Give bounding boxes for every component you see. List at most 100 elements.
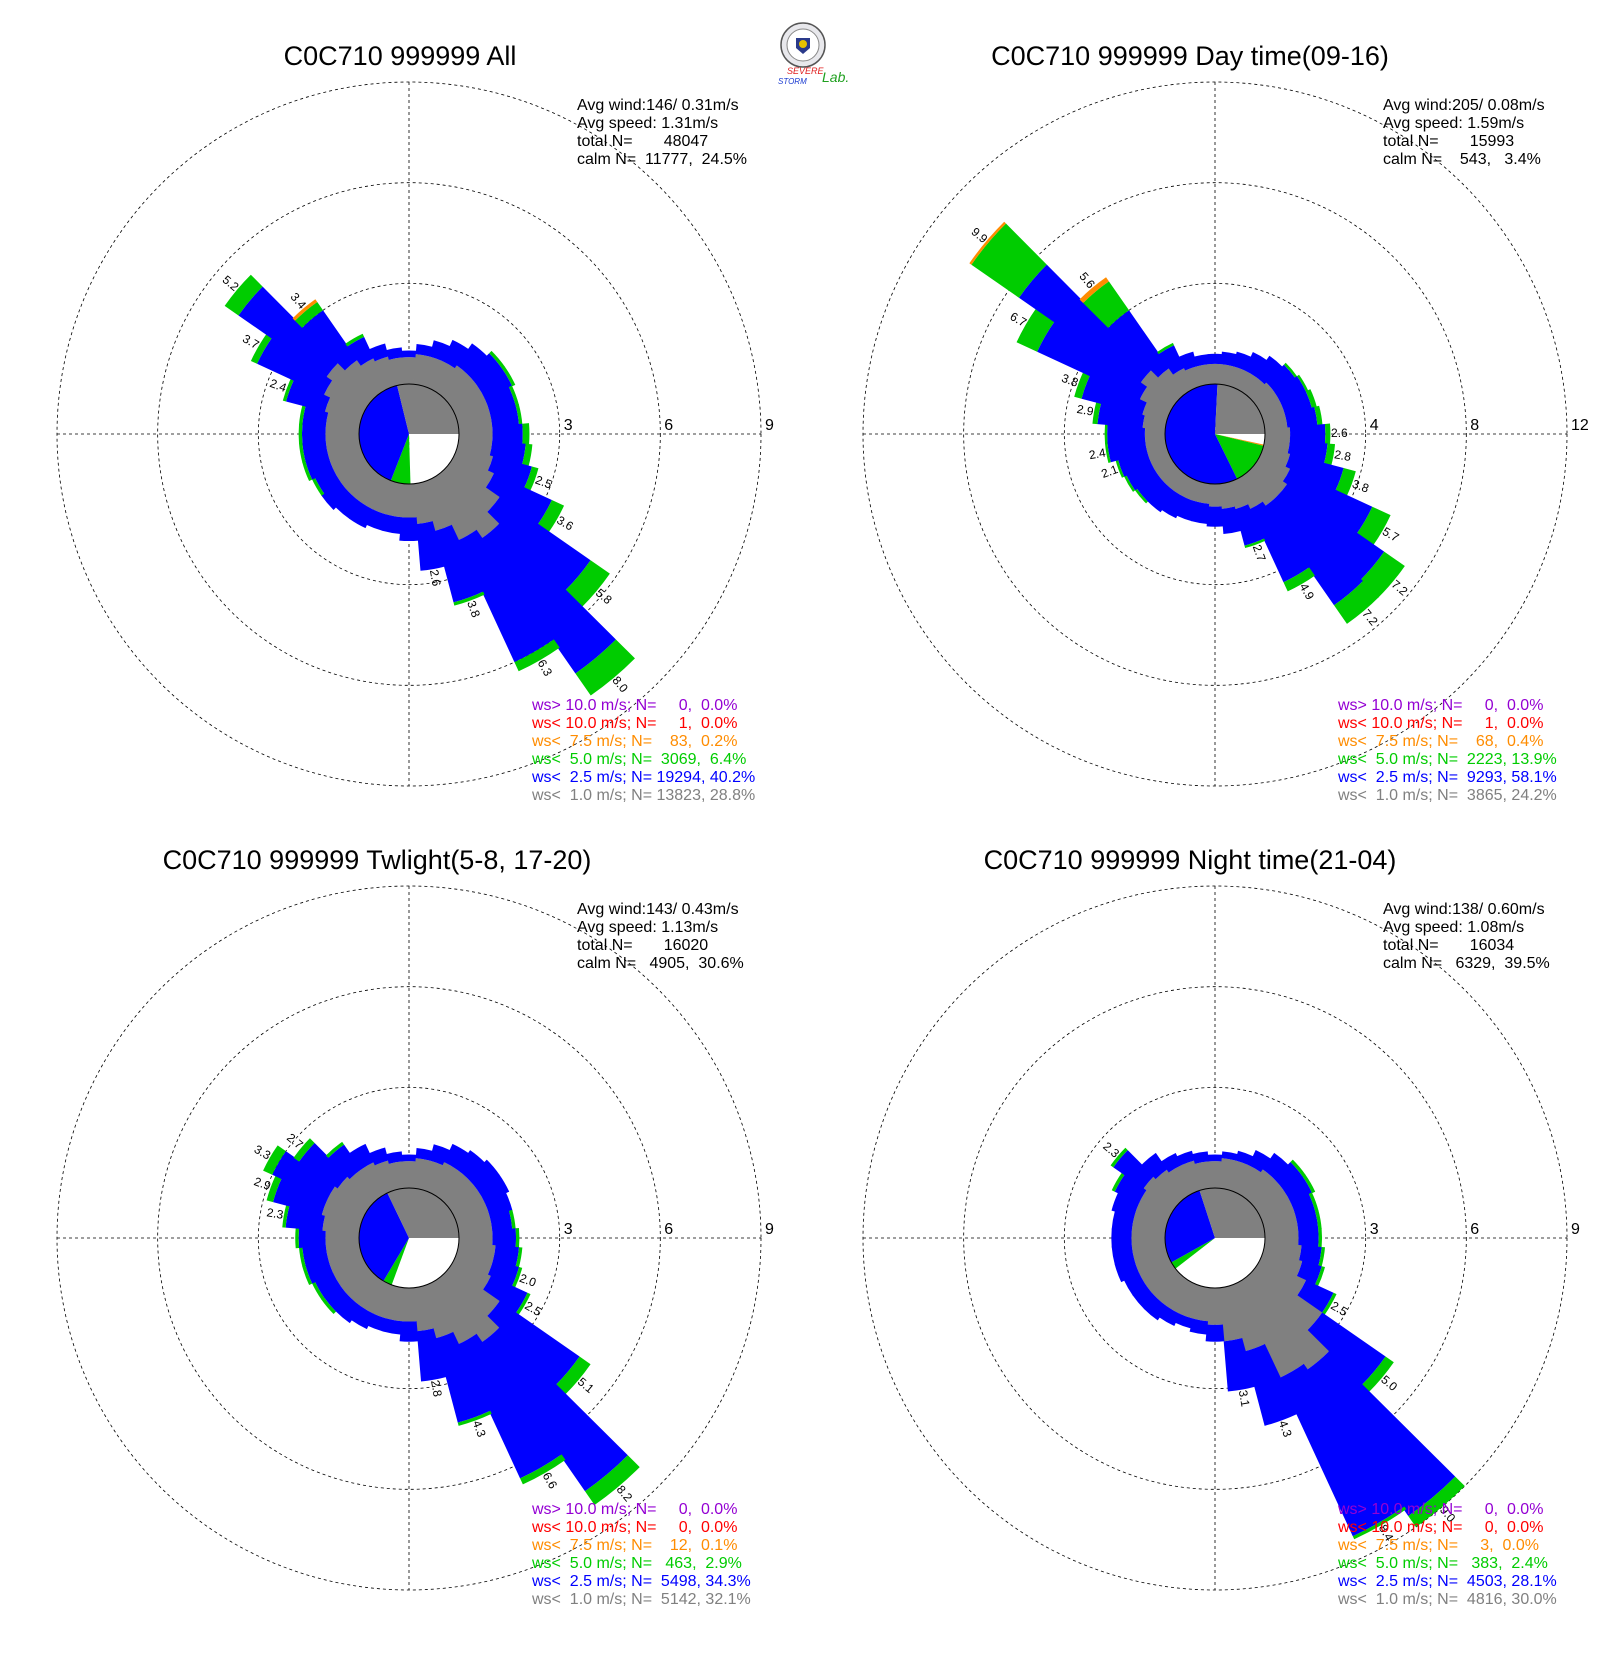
stat-avg-wind: Avg wind:138/ 0.60m/s <box>1383 901 1545 918</box>
petal-dir-80 <box>457 404 523 430</box>
petal-segment-green <box>311 1281 325 1300</box>
petal-segment-green <box>1110 1147 1128 1168</box>
petal-segment-blue <box>492 423 523 445</box>
petal-segment-green <box>295 1227 300 1249</box>
petal-dir-100 <box>457 438 533 467</box>
ring-tick-label: 8 <box>1470 417 1479 434</box>
petal-dir-80 <box>1263 405 1323 430</box>
petal-segment-blue <box>477 368 513 399</box>
petal-dir-50 <box>1250 1159 1306 1210</box>
logo-text-lab: Lab. <box>822 69 849 85</box>
petal-segment-green <box>298 423 303 445</box>
petal-dir-290 <box>282 378 364 422</box>
stat-avg-wind: Avg wind:205/ 0.08m/s <box>1383 97 1545 114</box>
petal-segment-blue <box>481 1327 628 1492</box>
petal-dir-160 <box>1227 479 1266 549</box>
petal-segment-gray <box>324 397 364 422</box>
petal-segment-blue <box>1265 495 1363 606</box>
petal-segment-blue <box>1287 440 1328 464</box>
petal-segment-blue <box>435 1331 491 1423</box>
petal-segment-blue <box>1114 1174 1147 1203</box>
ring-tick-label: 12 <box>1571 417 1589 434</box>
petal-dir-350 <box>386 347 405 386</box>
petal-segment-gray <box>1139 1189 1175 1218</box>
petal-segment-blue <box>458 529 554 663</box>
stat-total: total N= 16034 <box>1383 937 1514 954</box>
petal-dir-120 <box>449 1258 531 1316</box>
center-pie-slice-lt2_5 <box>1165 383 1238 484</box>
petal-segment-gray <box>1235 1165 1262 1198</box>
petal-value-label: 2.4 <box>268 376 289 395</box>
petal-segment-green <box>1408 1476 1465 1528</box>
petal-segment-gray <box>449 1258 491 1291</box>
petal-segment-gray <box>1145 438 1167 453</box>
petal-segment-blue <box>1161 1153 1182 1173</box>
petal-dir-170 <box>413 1286 447 1382</box>
petal-segment-blue <box>1220 351 1237 367</box>
petal-segment-blue <box>1111 1228 1132 1248</box>
petal-segment-green <box>575 639 635 696</box>
petal-dir-140 <box>437 469 635 696</box>
petal-dir-160 <box>421 479 485 606</box>
petal-segment-green <box>515 1292 531 1316</box>
petal-dir-40 <box>1243 1152 1289 1203</box>
petal-segment-gray <box>1157 462 1180 484</box>
petal-segment-gray <box>458 1230 493 1246</box>
petal-segment-blue <box>416 1328 447 1382</box>
petal-segment-gray <box>429 1162 458 1198</box>
petal-dir-220 <box>335 469 381 520</box>
petal-segment-green <box>293 1138 315 1162</box>
petal-dir-50 <box>444 350 506 406</box>
petal-dir-140 <box>437 1273 640 1505</box>
petal-segment-gray <box>333 1258 369 1287</box>
petal-segment-gray <box>360 1278 389 1314</box>
petal-segment-gray <box>457 1242 496 1261</box>
petal-dir-120 <box>1255 1258 1337 1316</box>
petal-segment-gray <box>1143 1176 1180 1210</box>
grid-ring <box>1063 282 1367 586</box>
severe-storm-lab-logo: SEVERE STORM Lab. <box>778 22 849 86</box>
legend: ws> 10.0 m/s; N= 0, 0.0% ws< 10.0 m/s; N… <box>531 1501 751 1608</box>
petal-segment-blue <box>1123 1273 1147 1296</box>
petal-segment-gray <box>1235 474 1263 510</box>
petal-segment-gray <box>421 1160 444 1193</box>
stats-box: Avg wind:143/ 0.43m/s Avg speed: 1.13m/s… <box>577 901 744 972</box>
petal-dir-100 <box>1263 438 1336 466</box>
petal-value-label: 2.3 <box>266 1205 285 1222</box>
petal-segment-blue <box>1193 354 1210 367</box>
grid-ring <box>963 986 1467 1490</box>
petal-segment-blue <box>302 1244 329 1267</box>
grid-ring <box>257 282 561 586</box>
petal-segment-blue <box>1249 501 1310 583</box>
petal-segment-gray <box>1196 482 1211 504</box>
petal-segment-blue <box>415 1148 433 1161</box>
petal-segment-green <box>509 1209 516 1230</box>
petal-segment-blue <box>487 1260 519 1287</box>
petal-segment-blue <box>1207 353 1223 365</box>
petal-segment-blue <box>486 497 591 591</box>
petal-dir-10 <box>413 1148 433 1190</box>
petal-dir-30 <box>1235 352 1268 394</box>
petal-segment-gray <box>1155 1273 1187 1307</box>
petal-dir-140 <box>1243 1273 1465 1528</box>
petal-segment-gray <box>1219 482 1235 509</box>
stat-avg-speed: Avg speed: 1.31m/s <box>577 115 718 132</box>
petal-segment-blue <box>349 502 374 529</box>
center-pie-slice-calm <box>1215 434 1265 445</box>
petal-dir-120 <box>449 454 565 533</box>
petal-segment-gray <box>1264 427 1291 441</box>
petal-segment-gray <box>1147 446 1170 464</box>
petal-segment-gray <box>373 1283 397 1319</box>
center-pie-slice-lt5 <box>383 1238 409 1285</box>
petal-dir-290 <box>1111 1192 1170 1226</box>
center-pie-slice-lt2_5 <box>359 1192 409 1281</box>
petal-segment-blue <box>1192 1151 1209 1164</box>
petal-dir-150 <box>429 1278 566 1485</box>
petal-segment-gray <box>437 1273 500 1343</box>
petal-segment-gray <box>1131 1216 1167 1234</box>
center-pie-slice-lt7_5 <box>1215 434 1264 446</box>
rose-panel-nighttime: C0C710 999999 Night time(21-04) 3 6 92.55.… <box>862 845 1580 1608</box>
petal-dir-220 <box>1143 1273 1187 1321</box>
petal-segment-gray <box>333 454 369 483</box>
petal-segment-gray <box>1219 1286 1243 1342</box>
